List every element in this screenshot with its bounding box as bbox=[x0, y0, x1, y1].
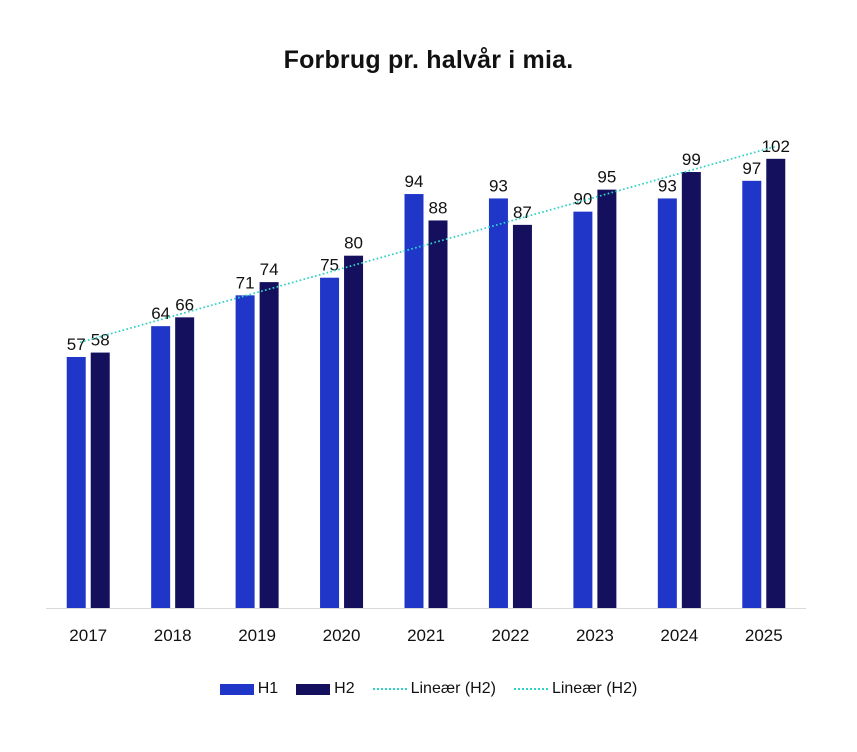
bar-h2-2019 bbox=[259, 282, 279, 608]
data-label-h2-2021: 88 bbox=[429, 198, 448, 217]
data-label-h2-2019: 74 bbox=[260, 260, 279, 279]
legend-label-h2: H2 bbox=[334, 680, 355, 697]
trendline-h2-2 bbox=[80, 145, 776, 344]
data-label-h2-2024: 99 bbox=[682, 150, 701, 169]
bar-h2-2023 bbox=[597, 189, 617, 608]
x-tick-label-2019: 2019 bbox=[238, 626, 276, 645]
legend-swatch-h2 bbox=[296, 683, 331, 695]
legend-swatch-trend-1 bbox=[372, 688, 407, 690]
bar-h1-2022 bbox=[488, 198, 508, 608]
legend-swatch-h1 bbox=[219, 683, 254, 695]
data-label-h2-2020: 80 bbox=[344, 234, 363, 253]
data-label-h2-2023: 95 bbox=[597, 168, 616, 187]
bar-h1-2017 bbox=[66, 356, 86, 608]
bar-h1-2019 bbox=[235, 295, 255, 608]
legend-item-h2: H2 bbox=[296, 680, 355, 698]
data-label-h1-2021: 94 bbox=[405, 172, 424, 191]
bar-h2-2020 bbox=[344, 255, 364, 608]
legend-label-h1: H1 bbox=[257, 680, 279, 697]
x-tick-label-2017: 2017 bbox=[69, 626, 107, 645]
legend-label-trend-2: Lineær (H2) bbox=[551, 680, 638, 697]
data-label-h1-2020: 75 bbox=[320, 256, 339, 275]
legend-item-trend-2: Lineær (H2) bbox=[513, 680, 638, 698]
x-tick-label-2024: 2024 bbox=[660, 626, 698, 645]
data-label-h2-2018: 66 bbox=[175, 295, 194, 314]
x-tick-label-2025: 2025 bbox=[745, 626, 783, 645]
x-tick-label-2020: 2020 bbox=[323, 626, 361, 645]
data-label-h1-2022: 93 bbox=[489, 176, 508, 195]
x-tick-label-2021: 2021 bbox=[407, 626, 445, 645]
bar-h1-2020 bbox=[320, 277, 340, 608]
bar-h1-2018 bbox=[151, 326, 171, 608]
x-tick-label-2018: 2018 bbox=[154, 626, 192, 645]
bar-h1-2025 bbox=[742, 180, 762, 609]
chart-title: Forbrug pr. halvår i mia. bbox=[283, 46, 574, 74]
x-tick-label-2022: 2022 bbox=[492, 626, 530, 645]
x-tick-label-2023: 2023 bbox=[576, 626, 614, 645]
data-label-h1-2025: 97 bbox=[742, 159, 761, 178]
legend-label-trend-1: Lineær (H2) bbox=[410, 680, 496, 697]
legend-item-h1: H1 bbox=[219, 680, 279, 698]
data-label-h1-2017: 57 bbox=[67, 335, 86, 354]
bar-h2-2018 bbox=[175, 317, 195, 608]
bar-h1-2024 bbox=[657, 198, 677, 608]
bar-h1-2021 bbox=[404, 194, 424, 609]
bar-h2-2021 bbox=[428, 220, 448, 608]
bar-h2-2025 bbox=[766, 158, 786, 609]
bar-h1-2023 bbox=[573, 211, 593, 608]
bar-h2-2022 bbox=[512, 224, 532, 608]
chart-legend: H1 H2 Lineær (H2) Lineær (H2) bbox=[0, 680, 857, 698]
bar-h2-2024 bbox=[681, 172, 701, 608]
bar-h2-2017 bbox=[90, 352, 110, 608]
data-label-h1-2019: 71 bbox=[236, 273, 255, 292]
data-label-h1-2023: 90 bbox=[573, 190, 592, 209]
data-label-h2-2025: 102 bbox=[762, 137, 790, 156]
legend-swatch-trend-2 bbox=[513, 688, 548, 690]
legend-item-trend-1: Lineær (H2) bbox=[372, 680, 496, 698]
data-label-h1-2024: 93 bbox=[658, 176, 677, 195]
data-label-h1-2018: 64 bbox=[151, 304, 170, 323]
data-label-h2-2017: 58 bbox=[91, 331, 110, 350]
